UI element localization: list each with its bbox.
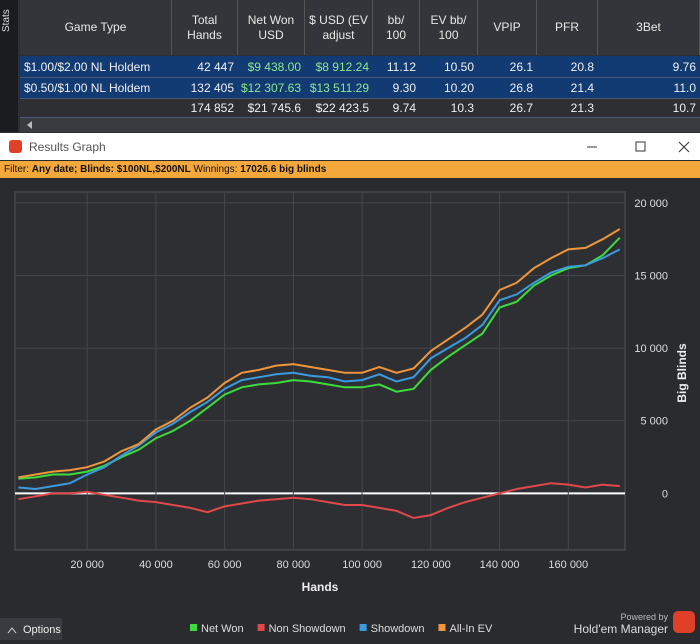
filter-label: Filter: <box>4 164 29 175</box>
legend-swatch <box>190 624 197 631</box>
table-cell: 26.7 <box>509 101 533 115</box>
table-row: $0.50/$1.00 NL Holdem 132 405 $12 307.63 $1… <box>20 78 700 99</box>
window-titlebar: Results Graph <box>0 133 700 160</box>
winnings-value: 17026.6 big blinds <box>240 164 327 175</box>
legend-swatch <box>359 624 367 631</box>
table-cell: 11.0 <box>673 81 696 95</box>
y-axis-label: Big Blinds <box>675 343 689 403</box>
series-line <box>18 482 620 520</box>
column-header: VPIP <box>478 0 537 55</box>
column-header: $ USD (EV adjust <box>305 0 373 55</box>
options-label: Options <box>23 624 61 636</box>
legend-swatch <box>438 624 446 631</box>
side-tab[interactable]: Stats <box>0 0 18 132</box>
legend-label: Net Won <box>201 623 244 635</box>
y-tick-label: 10 000 <box>634 343 668 355</box>
plot-area <box>14 191 626 551</box>
legend-label: Non Showdown <box>269 623 346 635</box>
x-tick-label: 140 000 <box>480 559 520 571</box>
x-tick-label: 80 000 <box>277 559 311 571</box>
table-cell: 9.74 <box>392 101 416 115</box>
brand: Hold'em Manager <box>574 622 668 636</box>
series-line <box>18 228 621 479</box>
column-header: Total Hands <box>172 0 238 55</box>
x-tick-label: 40 000 <box>139 559 173 571</box>
filter-bar: Filter: Any date; Blinds: $100NL,$200NL … <box>0 161 700 178</box>
powered-by: Powered by <box>620 612 668 622</box>
table-cell: $1.00/$2.00 NL Holdem <box>24 59 151 74</box>
maximize[interactable] <box>635 141 646 152</box>
table-cell: 9.76 <box>672 59 696 74</box>
x-axis-label: Hands <box>302 580 339 594</box>
table-cell: 11.12 <box>386 59 416 74</box>
y-tick-label: 5 000 <box>640 416 668 428</box>
y-tick-label: 0 <box>662 488 668 500</box>
table-cell: 132 405 <box>190 81 234 95</box>
table-cell: $0.50/$1.00 NL Holdem <box>24 81 151 95</box>
stats-table: Stats Game Type Total Hands Net Won USD $ U… <box>0 0 700 133</box>
table-row: $1.00/$2.00 NL Holdem 42 447 $9 438.00 $8 9… <box>20 56 700 78</box>
legend-swatch <box>257 624 265 631</box>
scrollbar[interactable] <box>20 118 700 132</box>
table-cell: $8 912.24 <box>315 59 369 74</box>
table-cell: $22 423.5 <box>315 101 369 115</box>
x-tick-label: 120 000 <box>411 559 451 571</box>
table-cell: $13 511.29 <box>309 81 369 95</box>
x-tick-label: 160 000 <box>548 559 588 571</box>
column-header: 3Bet <box>598 0 700 55</box>
table-cell: 10.20 <box>443 81 474 95</box>
legend-label: Showdown <box>371 623 425 635</box>
titlebar-icons: Results Graph <box>9 140 690 154</box>
table-cell: 10.7 <box>672 101 696 115</box>
app-icon <box>9 140 22 153</box>
table-cell: 26.1 <box>509 59 533 74</box>
table-cell: 21.4 <box>570 81 594 95</box>
x-tick-label: 20 000 <box>70 559 104 571</box>
table-cell: 10.3 <box>450 101 474 115</box>
table-cell: 10.50 <box>443 59 474 74</box>
filter-value: Any date; Blinds: $100NL,$200NL <box>31 164 191 175</box>
winnings-label: Winnings: <box>193 164 238 175</box>
table-cell: 42 447 <box>197 59 234 74</box>
x-tick-label: 100 000 <box>342 559 382 571</box>
brand-logo <box>673 611 695 633</box>
column-header: PFR <box>537 0 598 55</box>
options-caret <box>7 627 17 634</box>
table-cell: 21.3 <box>570 101 594 115</box>
options-button[interactable] <box>0 618 62 640</box>
column-header: Net Won USD <box>238 0 305 55</box>
column-header: bb/ 100 <box>373 0 420 55</box>
results-graph: Hands Big Blinds Options Powered by Hold… <box>0 191 695 640</box>
side-tab-label: Stats <box>1 9 12 32</box>
legend-label: All-In EV <box>449 623 492 635</box>
y-tick-label: 20 000 <box>634 198 668 210</box>
column-header: Game Type <box>20 0 172 55</box>
table-cell: $12 307.63 <box>240 81 301 95</box>
table-cell: 26.8 <box>509 81 533 95</box>
table-cell: 174 852 <box>190 101 234 115</box>
table-row: 174 852 $21 745.6 $22 423.5 9.74 10.3 26.7 21.… <box>20 99 700 118</box>
close[interactable] <box>678 141 690 153</box>
table-cell: 9.30 <box>392 81 416 95</box>
scroll-arrow <box>27 121 32 129</box>
table-cell: $9 438.00 <box>247 59 301 74</box>
table-cell: 20.8 <box>570 59 594 74</box>
x-tick-label: 60 000 <box>208 559 242 571</box>
window-title: Results Graph <box>29 140 106 154</box>
y-tick-label: 15 000 <box>634 271 668 283</box>
series-line <box>18 248 621 491</box>
table-cell: $21 745.6 <box>247 101 301 115</box>
column-header: EV bb/ 100 <box>420 0 478 55</box>
